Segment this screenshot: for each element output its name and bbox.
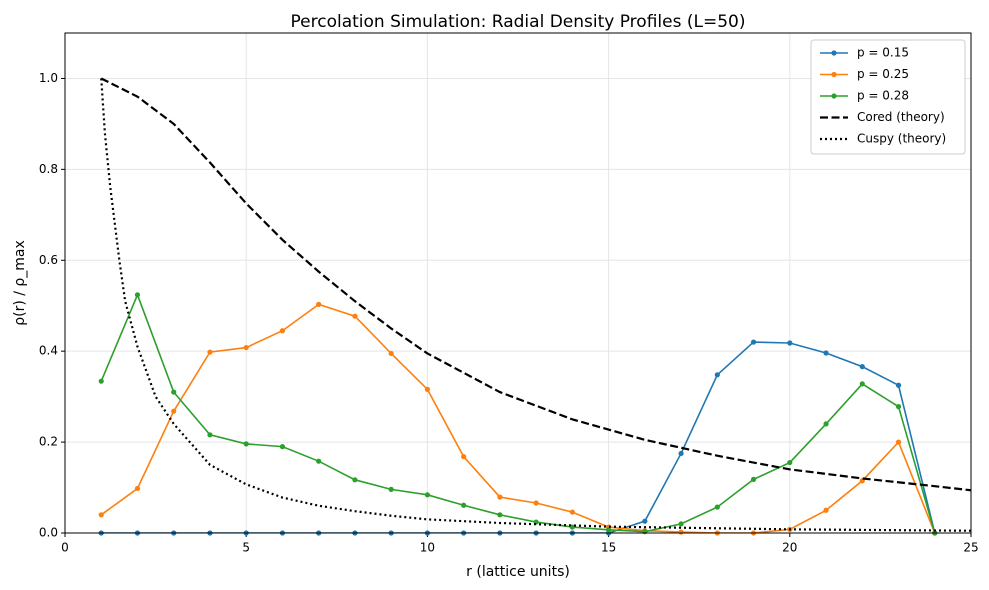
data-point (859, 364, 865, 370)
data-point (388, 350, 394, 357)
data-point (714, 504, 720, 510)
series-line (100, 78, 971, 532)
legend-marker (831, 50, 837, 56)
data-point (352, 477, 358, 483)
x-tick-label: 5 (242, 541, 250, 555)
data-point (98, 378, 104, 384)
data-point (895, 404, 902, 410)
series-line (100, 77, 971, 492)
data-point (859, 381, 865, 387)
data-point (895, 382, 902, 388)
data-point (714, 372, 720, 378)
data-point (207, 432, 213, 438)
data-point (678, 450, 684, 457)
legend-label: p = 0.15 (857, 46, 909, 60)
data-point (134, 292, 141, 298)
y-axis-label: ρ(r) / ρ_max (12, 240, 28, 326)
data-point (243, 344, 249, 351)
chart-title: Percolation Simulation: Radial Density P… (291, 12, 746, 32)
x-tick-label: 25 (963, 541, 978, 555)
data-point (171, 389, 177, 395)
y-tick-label: 0.8 (39, 162, 58, 176)
data-point (424, 386, 430, 392)
data-point (678, 529, 684, 535)
y-tick-label: 0.4 (39, 344, 58, 358)
data-point (497, 512, 503, 518)
data-point (424, 492, 430, 498)
legend-box (810, 39, 966, 155)
data-point (895, 439, 902, 445)
data-point (352, 313, 358, 319)
data-point (134, 485, 141, 492)
data-point (787, 459, 793, 466)
legend-label: Cuspy (theory) (857, 132, 946, 146)
plot-frame (64, 32, 972, 534)
data-point (750, 339, 757, 345)
y-tick-label: 0.6 (39, 253, 58, 267)
data-point (823, 350, 829, 356)
data-point (569, 509, 575, 515)
data-point (461, 502, 467, 508)
data-point (750, 476, 757, 482)
data-point (787, 340, 793, 346)
data-point (243, 441, 249, 447)
x-tick-label: 15 (601, 541, 616, 555)
legend-label: p = 0.25 (857, 67, 909, 81)
data-point (98, 512, 104, 518)
x-tick-label: 20 (782, 541, 797, 555)
data-point (823, 421, 829, 427)
series-line (101, 341, 936, 533)
data-point (279, 444, 286, 450)
y-tick-label: 0.2 (39, 435, 58, 449)
data-point (569, 524, 575, 530)
data-point (279, 328, 286, 334)
x-tick-label: 0 (61, 541, 69, 555)
data-point (171, 408, 177, 414)
y-tick-label: 0.0 (39, 526, 58, 540)
legend-label: Cored (theory) (857, 110, 945, 124)
x-axis-label: r (lattice units) (466, 564, 570, 580)
y-tick-label: 1.0 (39, 71, 58, 85)
data-point (316, 301, 322, 307)
series-line (100, 292, 936, 533)
data-point (642, 518, 648, 524)
data-point (606, 527, 612, 533)
legend-label: p = 0.28 (857, 89, 909, 103)
data-point (823, 507, 829, 513)
data-point (388, 486, 394, 492)
x-tick-label: 10 (420, 541, 435, 555)
data-point (461, 454, 467, 460)
legend-marker (831, 93, 837, 99)
data-point (497, 494, 503, 500)
data-point (678, 521, 684, 527)
data-point (316, 458, 322, 464)
legend-marker (831, 71, 837, 78)
data-point (207, 349, 213, 355)
data-point (533, 500, 539, 506)
series-line (100, 303, 936, 533)
